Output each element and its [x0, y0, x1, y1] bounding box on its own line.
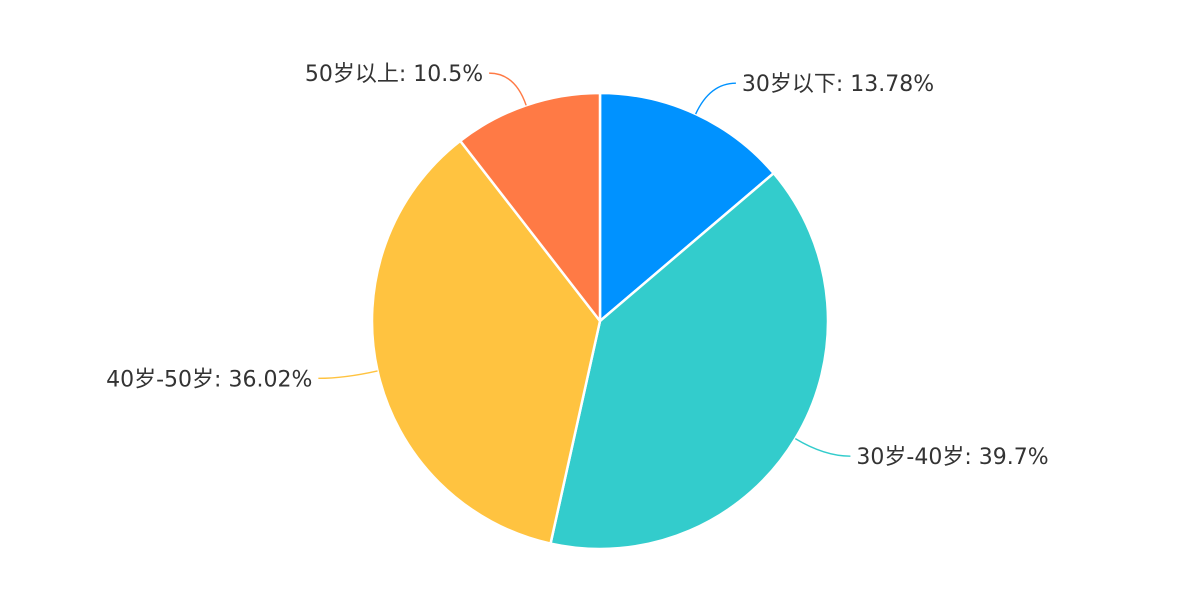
pie-label-2: 40岁-50岁: 36.02% [106, 367, 312, 392]
leader-line-1 [794, 438, 851, 457]
leader-line-2 [318, 370, 378, 380]
pie-labels: 30岁以下: 13.78% 30岁-40岁: 39.7% 40岁-50岁: 36.0… [106, 62, 1049, 470]
pie-label-0: 30岁以下: 13.78% [742, 72, 934, 97]
pie-label-1: 30岁-40岁: 39.7% [856, 445, 1048, 470]
pie-label-3: 50岁以上: 10.5% [305, 62, 483, 87]
leader-line-3 [489, 72, 527, 106]
leader-line-0 [695, 82, 736, 115]
pie-slice-0 [598, 91, 775, 323]
pie-slices [370, 91, 830, 551]
pie-leader-lines [318, 72, 851, 457]
pie-slice-2 [370, 139, 602, 545]
pie-slice-3 [459, 91, 602, 323]
